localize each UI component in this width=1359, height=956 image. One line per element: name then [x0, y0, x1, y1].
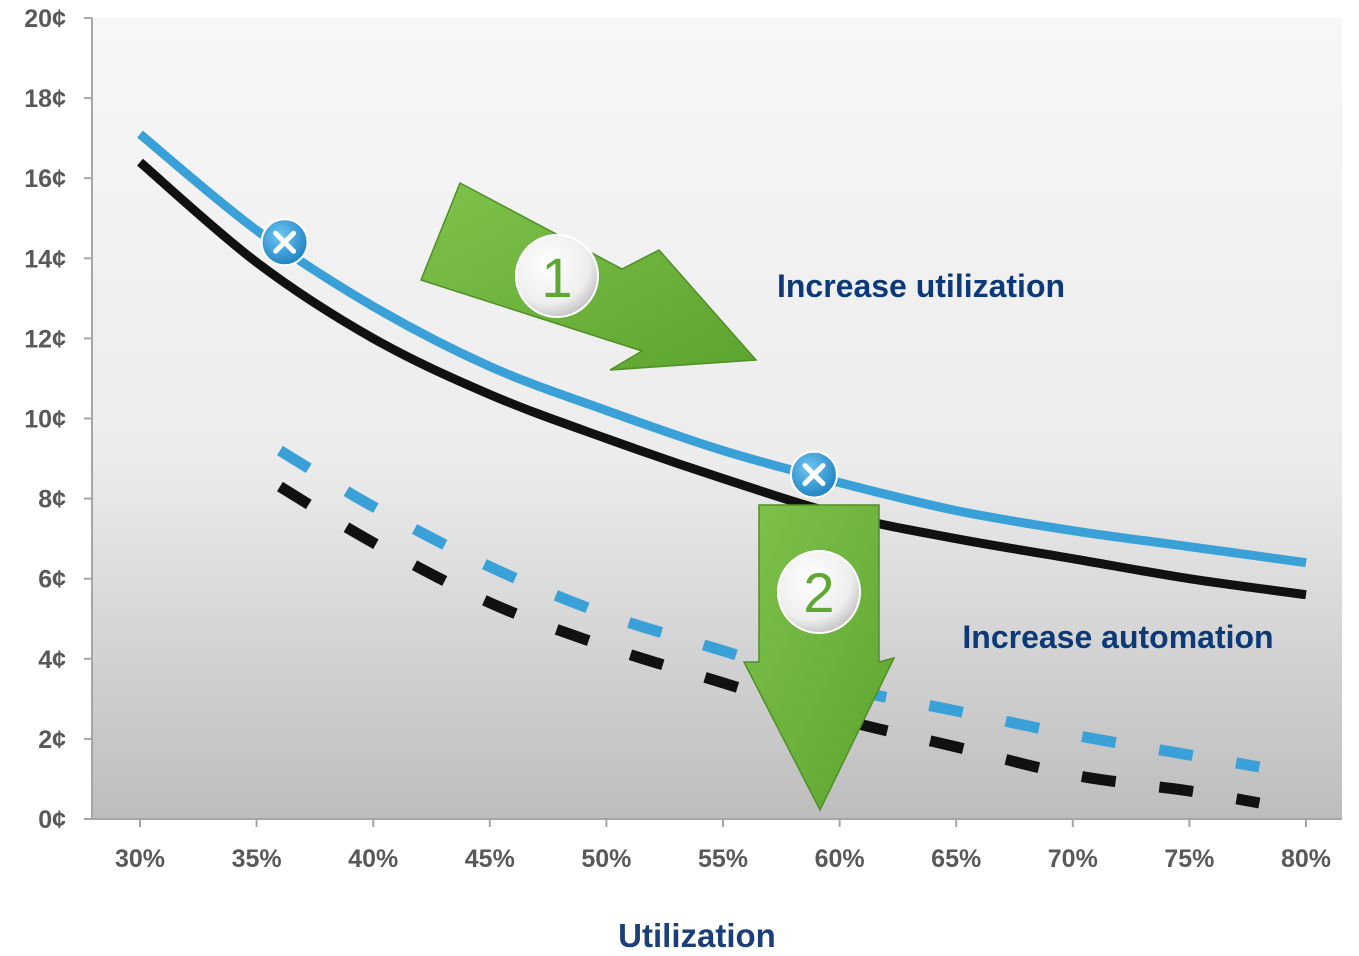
arrow-2-number: 2 — [803, 561, 834, 624]
x-tick-label: 65% — [931, 845, 981, 873]
series-line-2 — [277, 445, 1261, 773]
arrow-2-badge — [777, 550, 861, 634]
x-marker-1 — [789, 450, 838, 499]
series-line-3 — [277, 481, 1261, 809]
x-tick-label: 35% — [232, 845, 282, 873]
annotation-increase-utilization: Increase utilization — [777, 268, 1065, 304]
x-tick-label: 60% — [815, 845, 865, 873]
y-tick-label: 10¢ — [24, 406, 66, 434]
x-marker-0 — [260, 218, 309, 267]
x-tick-label: 50% — [581, 845, 631, 873]
x-tick-label: 45% — [465, 845, 515, 873]
series-line-0 — [137, 130, 1307, 568]
x-axis: 30% 35% 40% 45% 50% 55% 60% 65% 70% 75% 80% — [92, 818, 1342, 873]
y-tick-label: 2¢ — [38, 726, 66, 754]
annotation-increase-automation: Increase automation — [962, 619, 1273, 655]
y-tick-label: 12¢ — [24, 325, 66, 353]
x-tick-label: 55% — [698, 845, 748, 873]
x-mark-icon — [802, 463, 826, 487]
arrow-1: 1 — [420, 181, 758, 371]
marker-layer — [260, 218, 838, 499]
x-mark-icon — [273, 230, 297, 254]
x-tick-label: 70% — [1048, 845, 1098, 873]
y-tick-label: 4¢ — [38, 646, 66, 674]
x-tick-label: 40% — [348, 845, 398, 873]
x-tick-label: 30% — [115, 845, 165, 873]
y-tick-label: 0¢ — [38, 806, 66, 834]
y-tick-label: 8¢ — [38, 486, 66, 514]
arrow-2: 2 — [742, 504, 896, 812]
plot-background — [92, 18, 1342, 819]
arrow-1-badge — [515, 234, 599, 318]
y-tick-label: 18¢ — [24, 85, 66, 113]
x-tick-label: 75% — [1164, 845, 1214, 873]
y-axis: 0¢ 2¢ 4¢ 6¢ 8¢ 10¢ 12¢ 14¢ 16¢ 18¢ 20¢ — [24, 5, 93, 834]
x-tick-label: 80% — [1281, 845, 1331, 873]
x-axis-title: Utilization — [618, 917, 776, 954]
y-tick-label: 16¢ — [24, 165, 66, 193]
arrow-1-number: 1 — [541, 246, 572, 309]
series-line-1 — [137, 158, 1307, 600]
series-layer — [137, 130, 1307, 809]
y-tick-label: 14¢ — [24, 245, 66, 273]
y-tick-label: 20¢ — [24, 5, 66, 33]
y-tick-label: 6¢ — [38, 566, 66, 594]
